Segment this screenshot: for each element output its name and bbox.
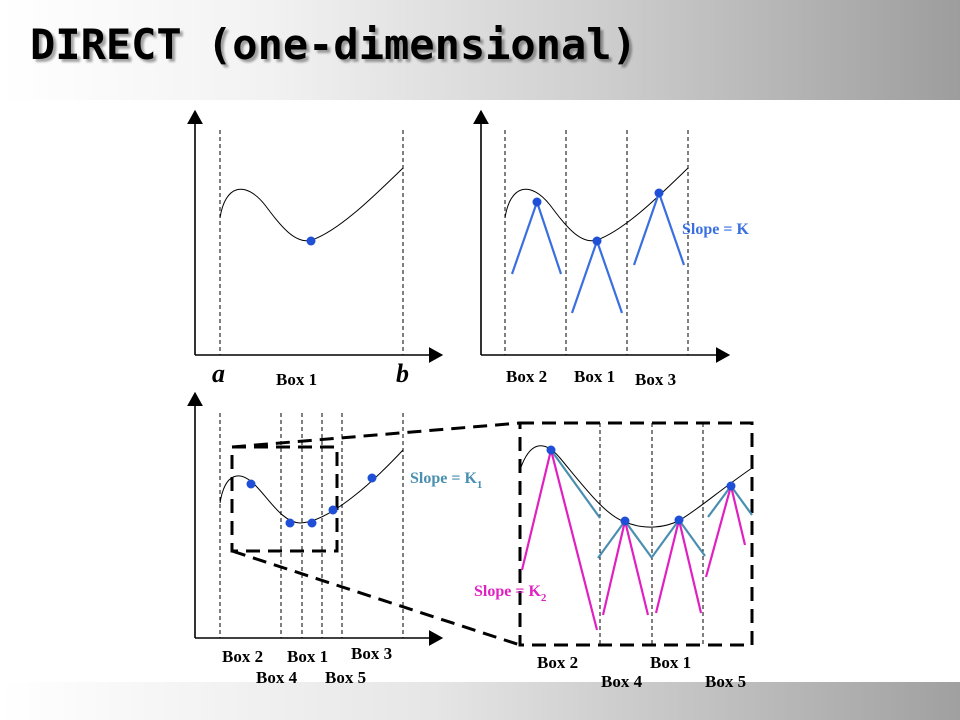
slope-k2-line <box>654 519 681 614</box>
zoom-target-box <box>518 421 754 647</box>
panel-1-sample-point <box>306 236 316 246</box>
slope-k1-line <box>651 519 680 558</box>
zoom-connector-bottom <box>231 549 521 647</box>
slope-k1-label: Slope = K1 <box>410 470 482 491</box>
panel-4-box-5-label: Box 5 <box>705 672 746 691</box>
panel-2-box-3-label: Box 3 <box>635 370 676 389</box>
slope-k-line <box>595 240 624 314</box>
panel-3-sample-point <box>367 473 377 483</box>
panel-3: Box 2 Box 1 Box 3 Box 4 Box 5 <box>187 391 444 687</box>
panel-2-sample-point <box>532 197 542 207</box>
zoom-connector-top <box>231 421 521 449</box>
slope-k1-label-text: Slope = K <box>410 470 477 487</box>
panel-4-box-4-label: Box 4 <box>601 672 643 691</box>
panel-3-box-1-label: Box 1 <box>287 647 328 666</box>
panel-4-box-1-label: Box 1 <box>650 653 691 672</box>
slope-k2-label-text: Slope = K <box>474 583 541 600</box>
panel-3-sample-point <box>246 479 256 489</box>
page-title: DIRECT (one-dimensional) <box>30 20 637 69</box>
slope-k1-line <box>707 485 732 518</box>
panel-2-box-2-label: Box 2 <box>506 367 547 386</box>
label-a: a <box>212 359 225 388</box>
panel-4-box-2-label: Box 2 <box>537 653 578 672</box>
panel-4-sample-point <box>674 515 684 525</box>
panel-1: a b Box 1 <box>187 109 444 389</box>
slope-k2-line <box>549 449 599 631</box>
panel-3-box-2-label: Box 2 <box>222 647 263 666</box>
panel-3-curve <box>219 449 404 524</box>
slope-k2-line <box>520 449 553 571</box>
panel-4-sample-point <box>620 516 630 526</box>
panel-3-box-3-label: Box 3 <box>351 644 392 663</box>
panel-4-zoom: Slope = K1 Slope = K2 Box 2 Box 1 Box 4 … <box>410 421 754 691</box>
slope-k-line <box>570 240 599 314</box>
slope-k2-line <box>623 520 650 616</box>
slope-k2-line <box>601 520 627 616</box>
panel-2-sample-point <box>654 188 664 198</box>
panel-4-curve <box>519 445 753 528</box>
panel-3-box-4-label: Box 4 <box>256 668 298 687</box>
header-band <box>0 0 960 100</box>
panel-1-curve <box>219 167 404 242</box>
panel-2-sample-point <box>592 236 602 246</box>
panel-4-sample-point <box>546 445 556 455</box>
panel-1-box-1-label: Box 1 <box>276 370 317 389</box>
panel-2-curve <box>504 167 689 242</box>
slope-k-line <box>510 201 539 275</box>
panel-3-sample-point <box>307 518 317 528</box>
slope-k-label: Slope = K <box>682 221 749 238</box>
panel-2-box-1-label: Box 1 <box>574 367 615 386</box>
slope-k1-subscript: 1 <box>477 479 483 491</box>
zoom-source-box <box>230 445 339 553</box>
slope-k-line <box>657 192 686 266</box>
slope-k1-line <box>597 520 626 559</box>
panel-3-box-5-label: Box 5 <box>325 668 366 687</box>
panel-3-sample-point <box>328 505 338 515</box>
slope-k2-label: Slope = K2 <box>474 583 547 604</box>
slope-k2-line <box>704 485 733 578</box>
slope-k1-line <box>550 449 601 519</box>
slope-k1-line <box>678 519 706 557</box>
panel-2: Slope = K Box 2 Box 1 Box 3 <box>473 109 749 389</box>
slope-k2-line <box>677 519 703 614</box>
slope-k-line <box>535 201 563 275</box>
label-b: b <box>396 359 409 388</box>
panel-4-sample-point <box>726 481 736 491</box>
slope-k1-line <box>624 520 653 559</box>
slope-k2-subscript: 2 <box>541 592 547 604</box>
slope-k-line <box>632 192 661 266</box>
slope-k1-line <box>730 485 753 516</box>
panel-3-sample-point <box>285 518 295 528</box>
slope-k2-line <box>729 485 747 546</box>
footer-band <box>0 682 960 720</box>
